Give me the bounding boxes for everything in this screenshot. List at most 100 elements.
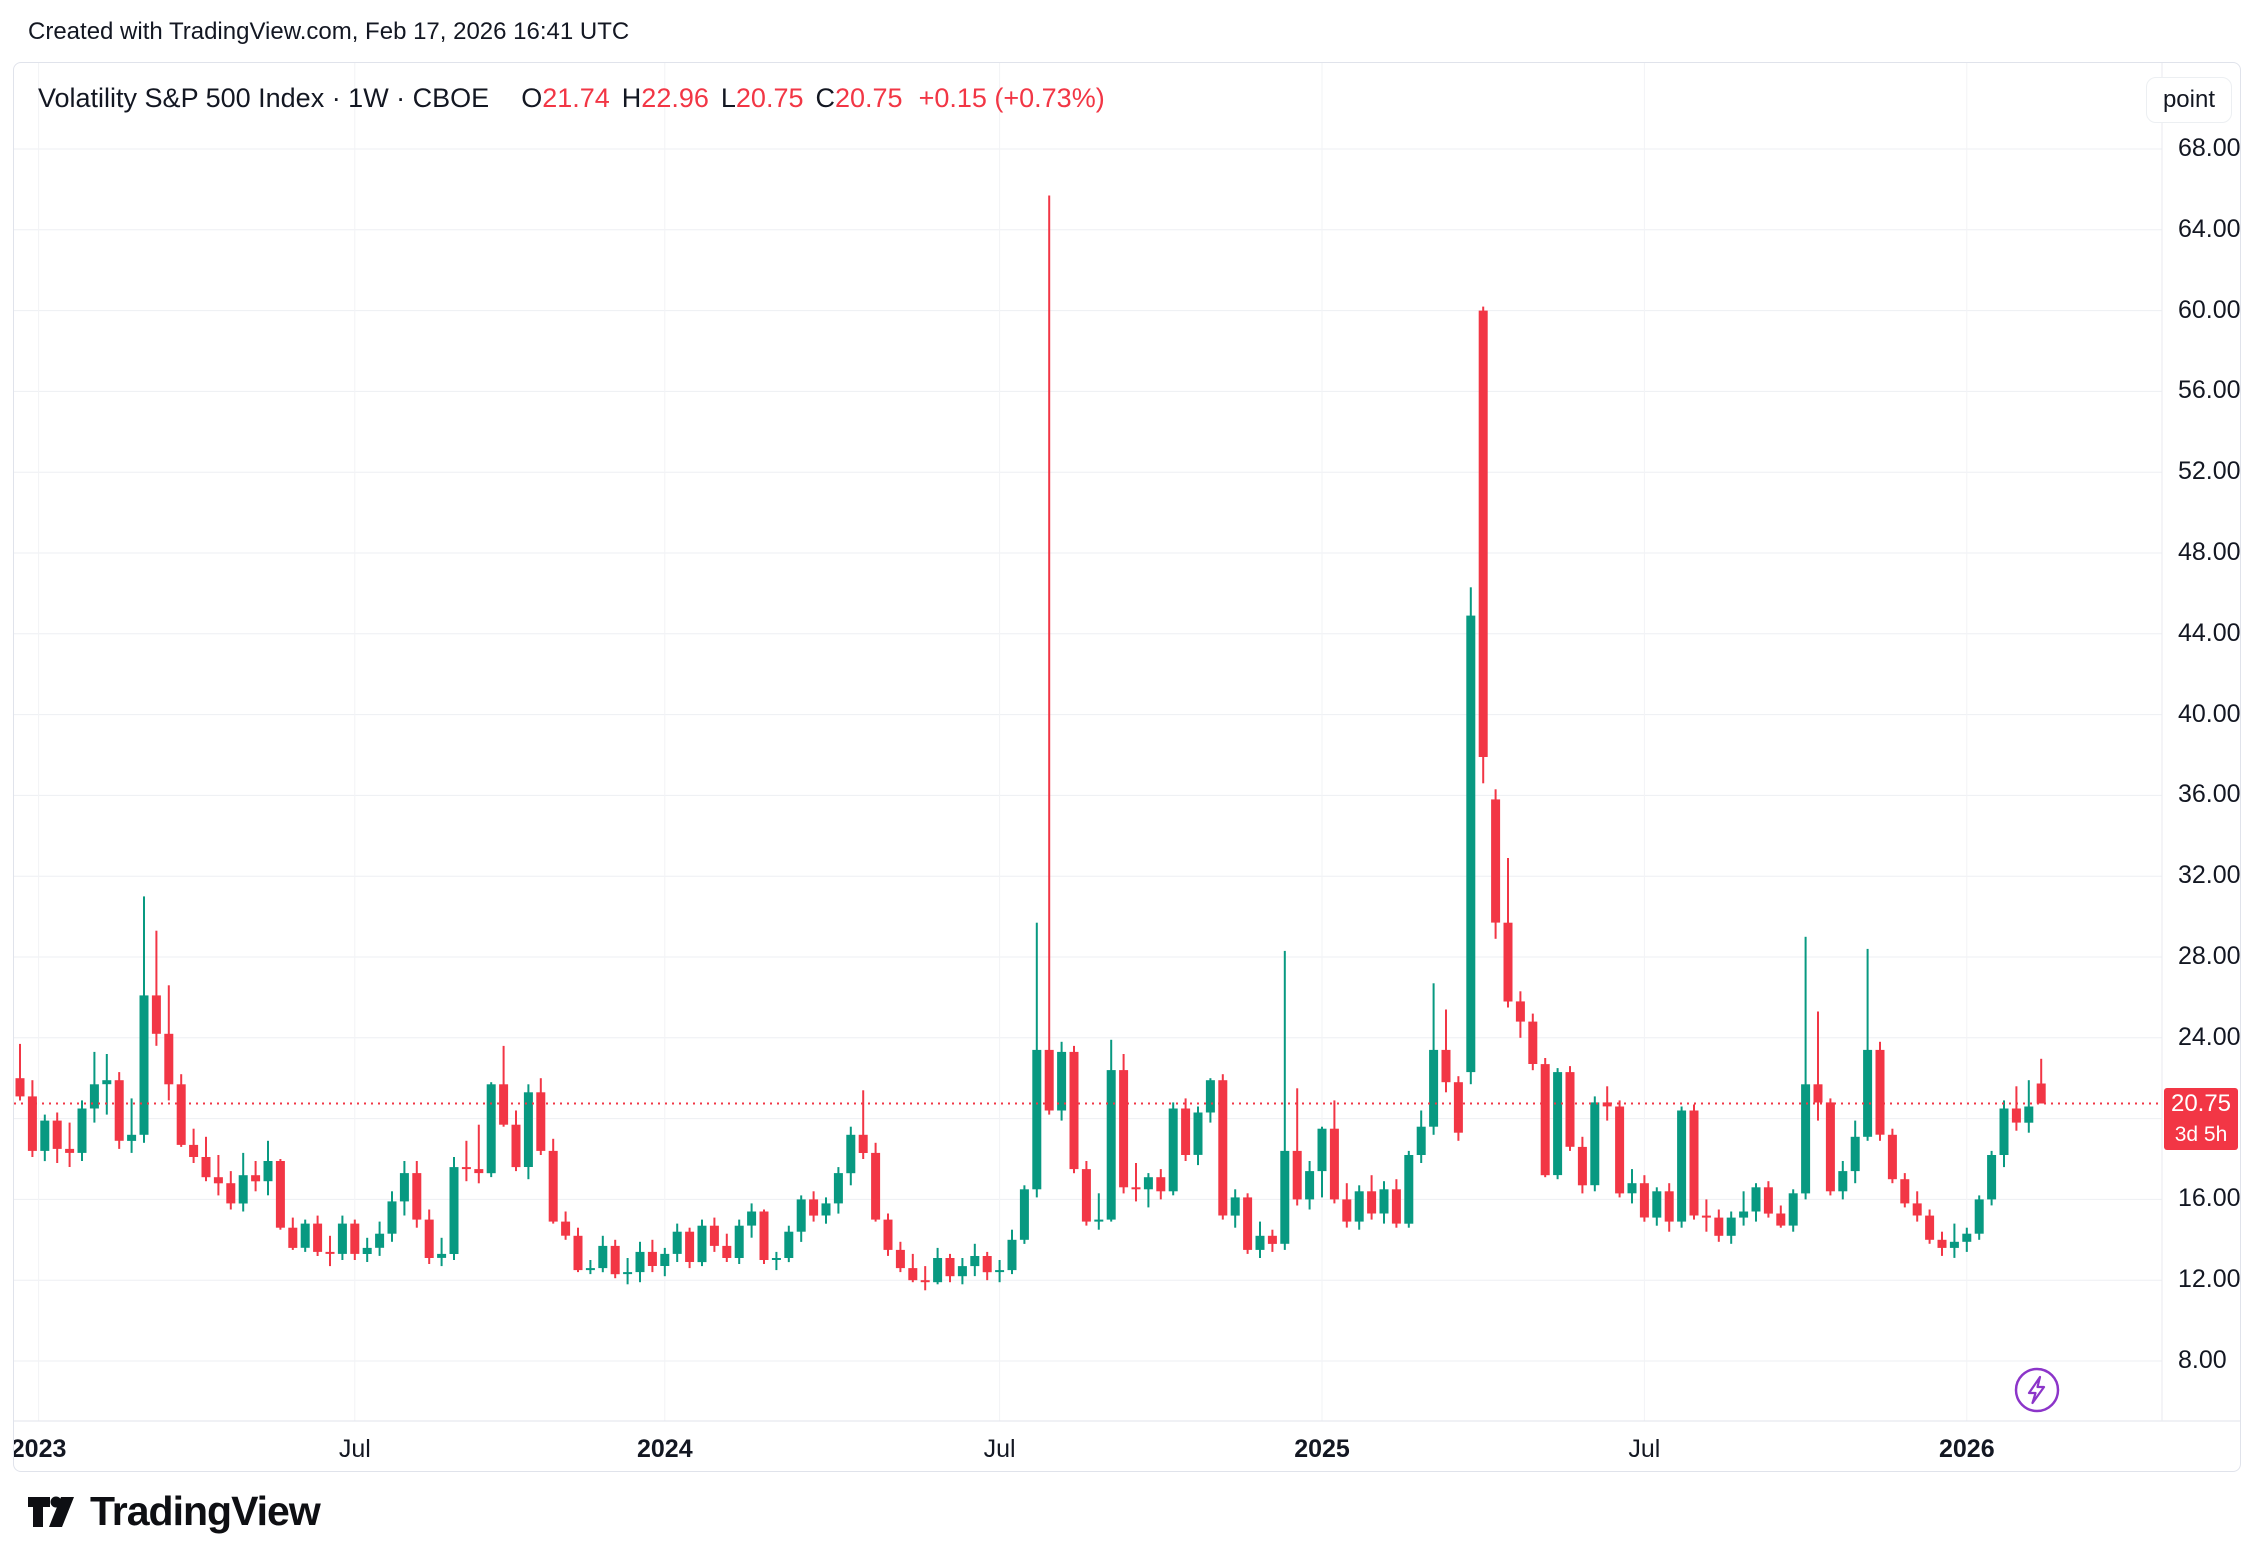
candle[interactable]: [1999, 1100, 2009, 1168]
candle[interactable]: [437, 1237, 447, 1267]
candle[interactable]: [1069, 1045, 1079, 1174]
candle[interactable]: [1912, 1191, 1922, 1222]
candle[interactable]: [1019, 1185, 1029, 1244]
candle[interactable]: [52, 1112, 62, 1164]
candle[interactable]: [1739, 1191, 1749, 1226]
candle[interactable]: [337, 1215, 347, 1260]
candle[interactable]: [89, 1051, 99, 1123]
candle[interactable]: [585, 1260, 595, 1275]
candle[interactable]: [1267, 1229, 1277, 1252]
symbol-title[interactable]: Volatility S&P 500 Index · 1W · CBOE: [38, 83, 490, 113]
candle[interactable]: [350, 1219, 360, 1260]
candle[interactable]: [747, 1203, 757, 1238]
candle[interactable]: [561, 1211, 571, 1240]
candle[interactable]: [1801, 936, 1811, 1200]
candle[interactable]: [300, 1219, 310, 1252]
candle[interactable]: [65, 1122, 75, 1167]
candle[interactable]: [1540, 1058, 1550, 1178]
candle[interactable]: [771, 1251, 781, 1271]
candle[interactable]: [139, 896, 149, 1143]
candle[interactable]: [313, 1215, 323, 1256]
candle[interactable]: [1875, 1041, 1885, 1141]
candle[interactable]: [536, 1078, 546, 1155]
candle[interactable]: [474, 1124, 484, 1184]
candle[interactable]: [1168, 1102, 1178, 1196]
candle[interactable]: [995, 1260, 1005, 1283]
candle[interactable]: [759, 1209, 769, 1265]
candle[interactable]: [1627, 1169, 1637, 1204]
candle[interactable]: [1429, 983, 1439, 1135]
candle[interactable]: [114, 1072, 124, 1149]
candle[interactable]: [672, 1223, 682, 1262]
candle[interactable]: [1553, 1068, 1563, 1180]
candle[interactable]: [784, 1225, 794, 1263]
candle[interactable]: [1664, 1183, 1674, 1232]
candle[interactable]: [970, 1243, 980, 1277]
candle[interactable]: [697, 1219, 707, 1267]
candle[interactable]: [1218, 1074, 1228, 1220]
candle[interactable]: [1255, 1221, 1265, 1258]
candle[interactable]: [511, 1110, 521, 1172]
candle[interactable]: [412, 1161, 422, 1228]
candle[interactable]: [1230, 1189, 1240, 1228]
candle[interactable]: [1391, 1179, 1401, 1228]
candle[interactable]: [27, 1080, 37, 1157]
candle[interactable]: [1925, 1209, 1935, 1244]
candle[interactable]: [1577, 1136, 1587, 1194]
candle[interactable]: [1081, 1161, 1091, 1226]
candle[interactable]: [1813, 1011, 1823, 1121]
candle[interactable]: [449, 1157, 459, 1260]
candle[interactable]: [1379, 1181, 1389, 1224]
candle[interactable]: [1949, 1223, 1959, 1258]
candle[interactable]: [15, 1043, 25, 1101]
candle[interactable]: [201, 1136, 211, 1182]
candle[interactable]: [127, 1098, 137, 1153]
candle[interactable]: [1776, 1205, 1786, 1228]
candle[interactable]: [548, 1138, 558, 1224]
candle[interactable]: [920, 1266, 930, 1291]
candle[interactable]: [2036, 1058, 2046, 1104]
candle[interactable]: [1466, 587, 1476, 1085]
candle[interactable]: [1007, 1229, 1017, 1275]
candle[interactable]: [1503, 858, 1513, 1008]
candle[interactable]: [40, 1114, 50, 1162]
candle[interactable]: [1106, 1039, 1116, 1222]
candle[interactable]: [933, 1247, 943, 1285]
candle[interactable]: [610, 1239, 620, 1279]
candle[interactable]: [598, 1235, 608, 1273]
candle[interactable]: [164, 985, 174, 1101]
candle[interactable]: [1677, 1106, 1687, 1228]
candle[interactable]: [362, 1237, 372, 1262]
candle[interactable]: [1416, 1110, 1426, 1164]
candle[interactable]: [1156, 1169, 1166, 1200]
candle[interactable]: [238, 1152, 248, 1212]
candle[interactable]: [858, 1090, 868, 1159]
candle[interactable]: [846, 1126, 856, 1186]
candle[interactable]: [722, 1233, 732, 1262]
candle[interactable]: [375, 1221, 385, 1256]
candle[interactable]: [1639, 1175, 1649, 1222]
candle[interactable]: [1057, 1041, 1067, 1121]
candle[interactable]: [734, 1219, 744, 1264]
candle[interactable]: [1329, 1100, 1339, 1204]
candle[interactable]: [1205, 1078, 1215, 1123]
candle[interactable]: [1652, 1187, 1662, 1226]
candle[interactable]: [1094, 1193, 1104, 1230]
candle[interactable]: [1119, 1054, 1129, 1194]
candle[interactable]: [685, 1227, 695, 1269]
candle[interactable]: [251, 1161, 261, 1192]
candle[interactable]: [275, 1159, 285, 1230]
candle[interactable]: [709, 1217, 719, 1252]
candle[interactable]: [1515, 991, 1525, 1038]
candle[interactable]: [809, 1191, 819, 1222]
candle[interactable]: [1478, 306, 1488, 784]
candle[interactable]: [523, 1084, 533, 1180]
candle[interactable]: [635, 1241, 645, 1283]
flash-icon[interactable]: [2012, 1365, 2062, 1415]
candle[interactable]: [1453, 1076, 1463, 1141]
candle[interactable]: [263, 1140, 273, 1196]
price-unit-button[interactable]: point: [2145, 77, 2232, 123]
candle[interactable]: [1714, 1209, 1724, 1242]
candle[interactable]: [1181, 1098, 1191, 1161]
candle[interactable]: [660, 1247, 670, 1277]
